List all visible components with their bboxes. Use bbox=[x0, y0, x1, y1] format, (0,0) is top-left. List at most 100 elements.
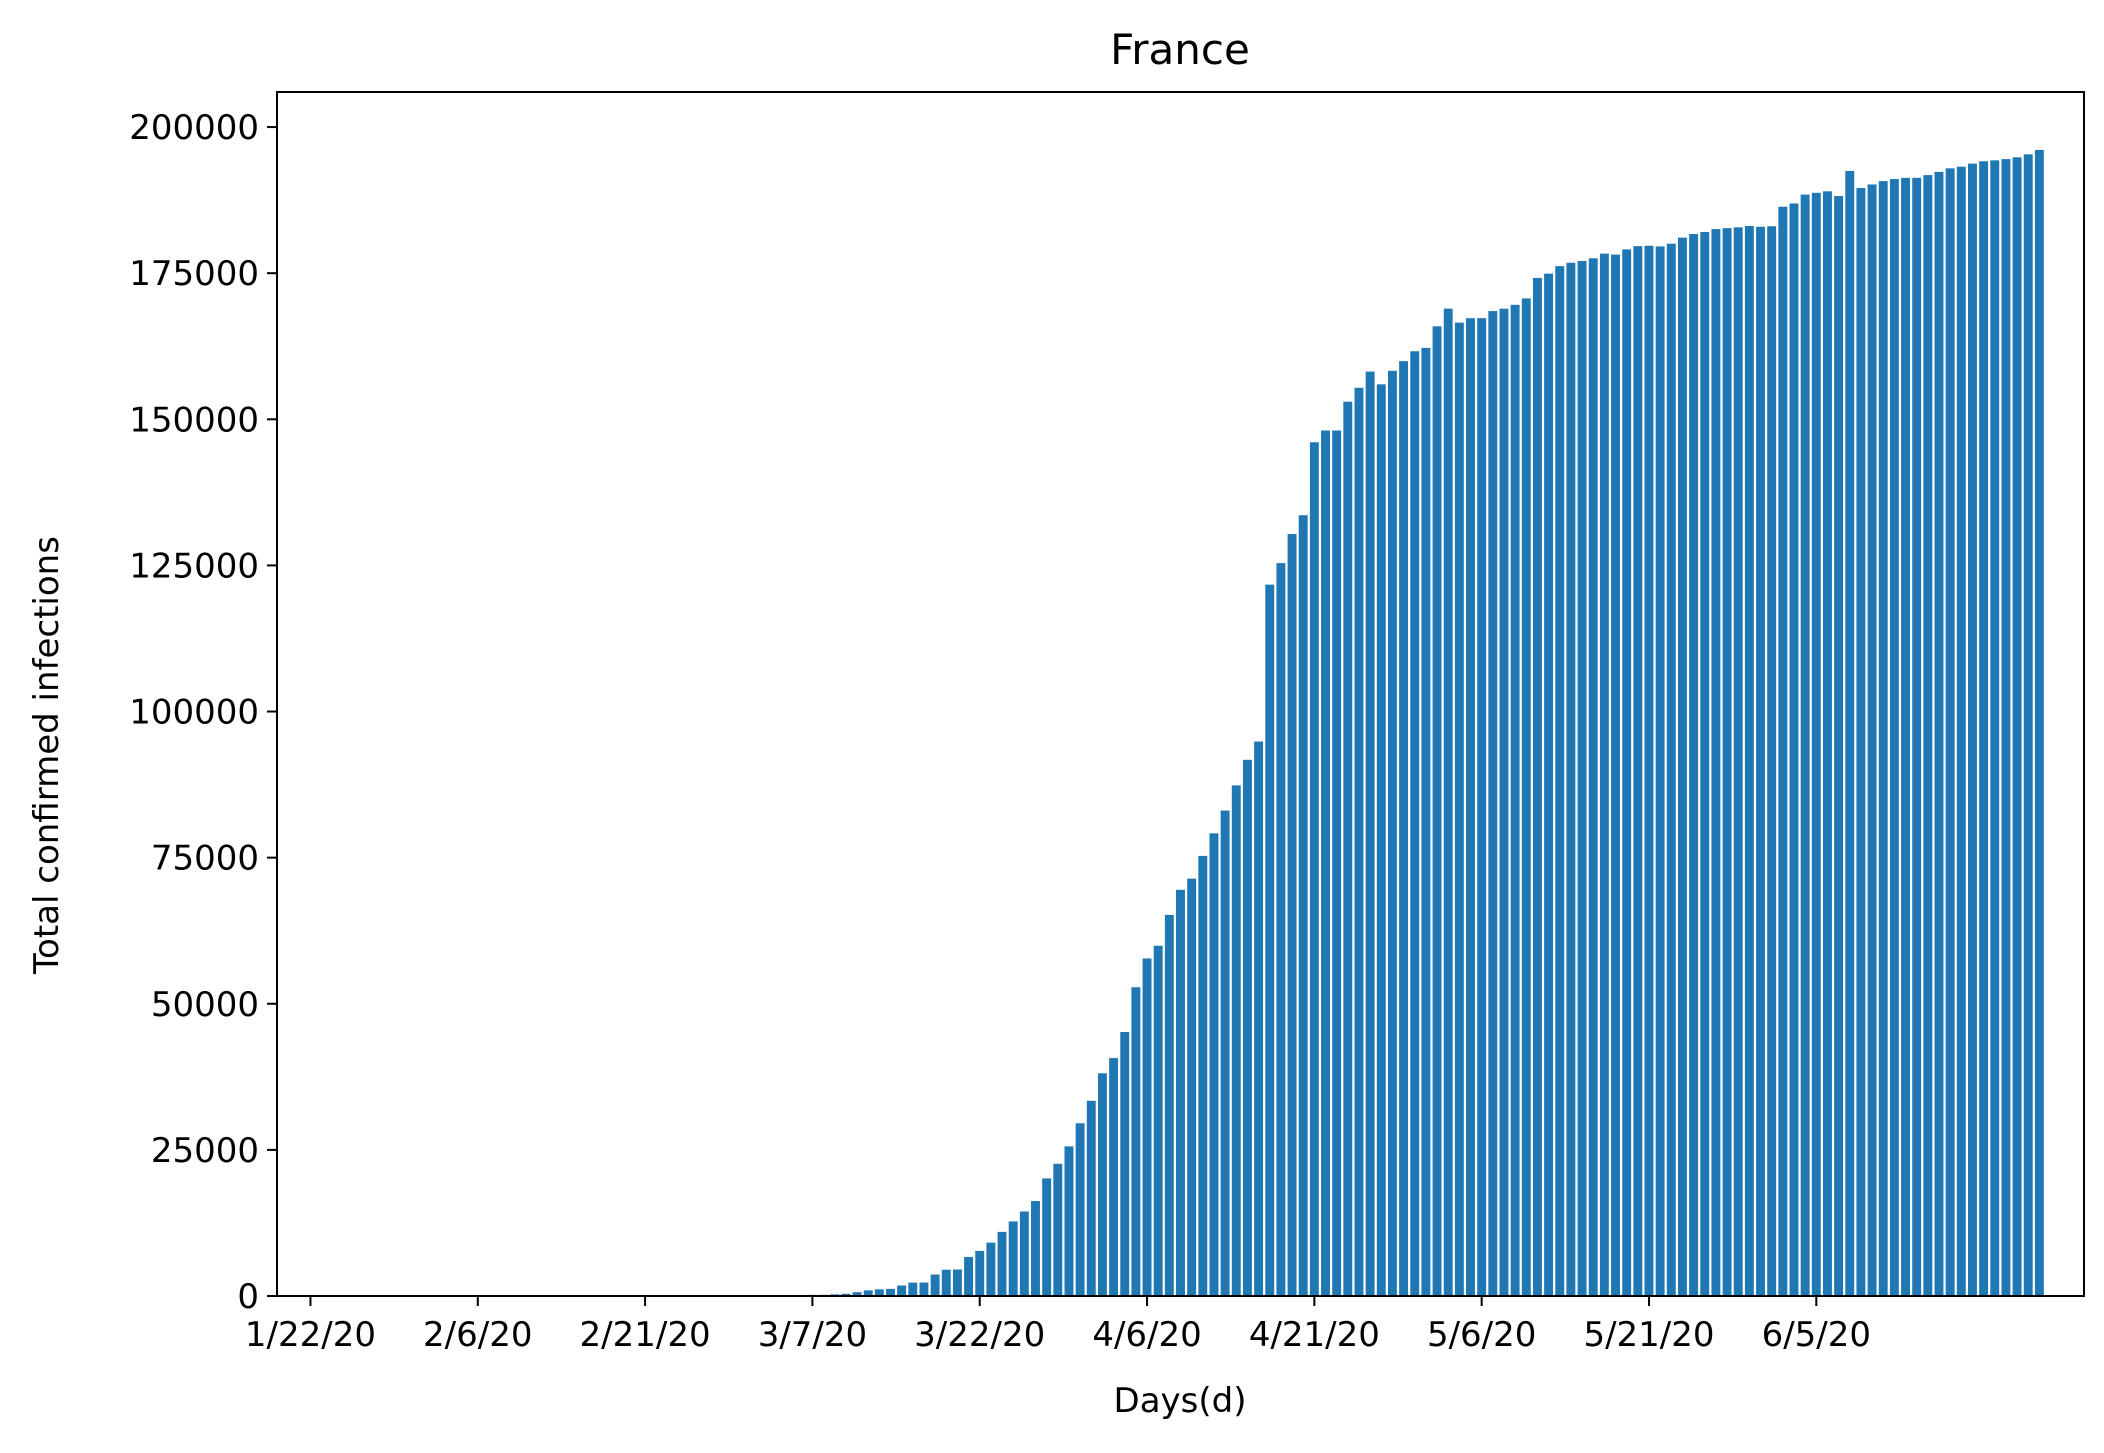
y-tick-label: 175000 bbox=[129, 254, 259, 294]
bar bbox=[1968, 164, 1977, 1296]
bar bbox=[1901, 178, 1910, 1296]
bar bbox=[1745, 226, 1754, 1296]
bar bbox=[1856, 188, 1865, 1296]
bar bbox=[1332, 431, 1341, 1297]
bar bbox=[942, 1270, 951, 1296]
bar bbox=[1946, 168, 1955, 1296]
bar bbox=[1645, 246, 1654, 1296]
bar bbox=[1254, 742, 1263, 1296]
y-tick-label: 0 bbox=[237, 1277, 259, 1317]
bar bbox=[1455, 323, 1464, 1296]
bar bbox=[1020, 1211, 1029, 1296]
y-tick-label: 25000 bbox=[151, 1131, 259, 1171]
bar bbox=[2035, 150, 2044, 1296]
bar bbox=[1477, 318, 1486, 1296]
x-tick-label: 1/22/20 bbox=[245, 1315, 376, 1355]
bar bbox=[897, 1286, 906, 1296]
bar bbox=[1165, 915, 1174, 1296]
bar bbox=[919, 1283, 928, 1296]
bar bbox=[964, 1257, 973, 1296]
bar bbox=[1009, 1221, 1018, 1296]
bar bbox=[2024, 154, 2033, 1296]
bar bbox=[1265, 585, 1274, 1296]
bar bbox=[1355, 388, 1364, 1296]
bar bbox=[1154, 946, 1163, 1296]
bar bbox=[1065, 1146, 1074, 1296]
bar bbox=[1042, 1178, 1051, 1296]
bar bbox=[1912, 178, 1921, 1296]
bar bbox=[1935, 172, 1944, 1296]
bar bbox=[1723, 228, 1732, 1296]
x-tick-label: 2/21/20 bbox=[580, 1315, 711, 1355]
chart-title: France bbox=[1110, 25, 1250, 74]
x-tick-label: 4/6/20 bbox=[1092, 1315, 1201, 1355]
bar bbox=[931, 1274, 940, 1296]
bar bbox=[1566, 263, 1575, 1296]
bar bbox=[1377, 384, 1386, 1296]
bar bbox=[2013, 157, 2022, 1296]
bar bbox=[1109, 1058, 1118, 1296]
bar bbox=[1321, 431, 1330, 1297]
bar bbox=[1734, 227, 1743, 1296]
bar bbox=[1990, 160, 1999, 1296]
bar bbox=[1589, 258, 1598, 1296]
bar bbox=[1310, 442, 1319, 1296]
bar bbox=[1667, 244, 1676, 1296]
bar bbox=[975, 1251, 984, 1296]
bar bbox=[1488, 311, 1497, 1296]
bar bbox=[1031, 1201, 1040, 1296]
bar bbox=[1622, 249, 1631, 1296]
bar bbox=[1410, 351, 1419, 1296]
bar bbox=[1176, 890, 1185, 1296]
bar bbox=[1544, 274, 1553, 1296]
bar bbox=[1399, 361, 1408, 1296]
bar bbox=[1433, 326, 1442, 1296]
bar bbox=[1187, 879, 1196, 1296]
bar bbox=[1131, 987, 1140, 1296]
bar bbox=[1578, 261, 1587, 1296]
y-axis: 0250005000075000100000125000150000175000… bbox=[129, 108, 277, 1317]
bar bbox=[1288, 534, 1297, 1296]
x-tick-label: 5/21/20 bbox=[1583, 1315, 1714, 1355]
bar bbox=[1656, 246, 1665, 1296]
bar bbox=[1343, 402, 1352, 1296]
bar bbox=[1778, 207, 1787, 1296]
bar bbox=[1299, 515, 1308, 1296]
y-axis-label: Total confirmed infections bbox=[27, 536, 67, 975]
bar bbox=[1444, 309, 1453, 1296]
bar bbox=[1098, 1073, 1107, 1296]
bar bbox=[1276, 563, 1285, 1296]
bar bbox=[986, 1243, 995, 1296]
bar bbox=[1790, 204, 1799, 1297]
bar bbox=[1466, 318, 1475, 1296]
y-tick-label: 125000 bbox=[129, 546, 259, 586]
x-tick-label: 6/5/20 bbox=[1762, 1315, 1871, 1355]
y-tick-label: 75000 bbox=[151, 839, 259, 879]
bar bbox=[998, 1232, 1007, 1296]
bar bbox=[1120, 1032, 1129, 1296]
bar bbox=[1868, 184, 1877, 1296]
bar bbox=[1600, 254, 1609, 1296]
bar bbox=[1834, 196, 1843, 1296]
bar bbox=[1522, 298, 1531, 1296]
bars-group bbox=[328, 150, 2044, 1296]
bar bbox=[1053, 1164, 1062, 1296]
bar bbox=[2001, 159, 2010, 1296]
x-tick-label: 5/6/20 bbox=[1427, 1315, 1536, 1355]
y-tick-label: 200000 bbox=[129, 108, 259, 148]
bar bbox=[1198, 856, 1207, 1296]
bar bbox=[1366, 372, 1375, 1296]
y-tick-label: 100000 bbox=[129, 693, 259, 733]
bar bbox=[1421, 348, 1430, 1296]
bar bbox=[1221, 811, 1230, 1296]
y-tick-label: 150000 bbox=[129, 400, 259, 440]
bar bbox=[1923, 175, 1932, 1296]
bar bbox=[1678, 238, 1687, 1296]
bar bbox=[1801, 195, 1810, 1296]
bar bbox=[1700, 232, 1709, 1296]
bar bbox=[953, 1270, 962, 1296]
bar bbox=[908, 1283, 917, 1296]
